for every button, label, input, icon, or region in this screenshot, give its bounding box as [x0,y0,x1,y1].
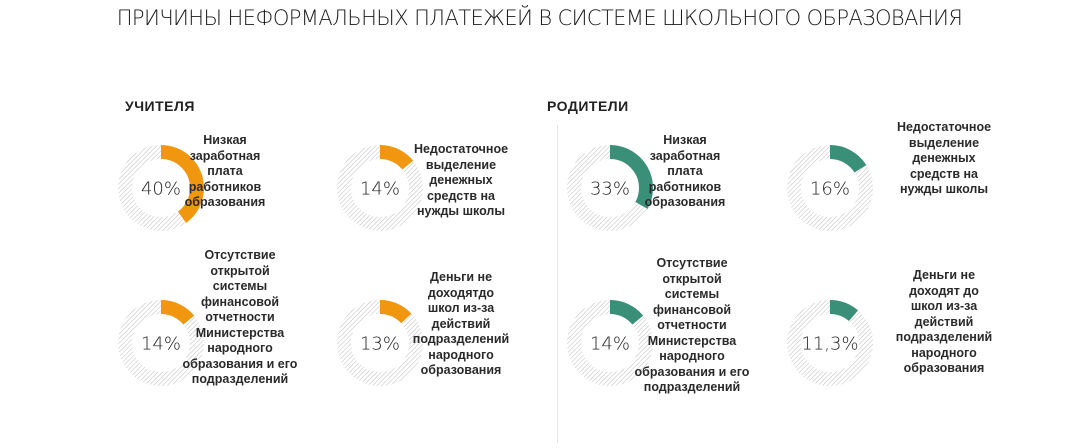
donut-label: Деньги не доходятдо школ из-за действий … [412,270,510,377]
donut-label: Отсутствие открытой системы финансовой о… [634,256,750,394]
donut-value-label: 13% [360,334,400,355]
donut-value-label: 33% [590,179,630,200]
section-label-parents: РОДИТЕЛИ [547,98,629,114]
donut-chart: 13% [337,300,423,386]
section-label-teachers: УЧИТЕЛЯ [125,98,195,114]
donut-label: Деньги не доходят до школ из-за действий… [895,268,993,375]
donut-chart: 16% [787,145,873,231]
donut-chart: 14% [567,300,653,386]
section-divider [557,125,558,443]
donut-value-arc [337,300,423,386]
donut-value-arc [337,145,423,231]
donut-label: Низкая заработная плата работников образ… [184,133,266,209]
donut-label: Недостаточное выделение денежных средств… [896,120,992,196]
donut-chart: 33% [567,145,653,231]
donut-value-arc [118,145,204,231]
chart-title: ПРИЧИНЫ НЕФОРМАЛЬНЫХ ПЛАТЕЖЕЙ В СИСТЕМЕ … [116,6,963,30]
donut-chart: 11,3% [787,300,873,386]
donut-value-label: 14% [590,334,630,355]
donut-chart: 40% [118,145,204,231]
donut-label: Недостаточное выделение денежных средств… [413,142,509,218]
donut-value-arc [787,300,873,386]
donut-value-label: 16% [810,179,850,200]
donut-label: Отсутствие открытой системы финансовой о… [182,248,298,386]
donut-value-label: 14% [141,334,181,355]
donut-value-label: 11,3% [801,334,858,355]
donut-chart: 14% [337,145,423,231]
donut-value-arc [787,145,873,231]
donut-chart: 14% [118,300,204,386]
donut-value-arc [567,300,653,386]
donut-value-arc [118,300,204,386]
donut-value-arc [567,145,653,231]
donut-label: Низкая заработная плата работников образ… [644,133,726,209]
donut-value-label: 14% [360,179,400,200]
donut-value-label: 40% [141,179,181,200]
